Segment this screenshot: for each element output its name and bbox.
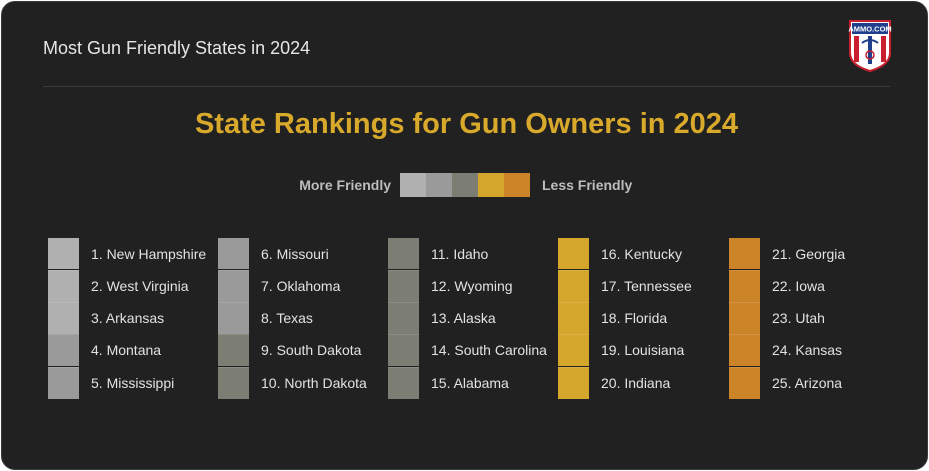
rank-label-24: 24. Kansas — [772, 342, 843, 358]
legend-swatch-1 — [400, 173, 426, 197]
legend-swatch-2 — [426, 173, 452, 197]
page-title: Most Gun Friendly States in 2024 — [43, 38, 311, 58]
legend-swatch-4 — [478, 173, 504, 197]
rank-swatch-24 — [729, 334, 760, 366]
rank-label-1: 1. New Hampshire — [91, 246, 207, 262]
rank-swatch-10 — [218, 367, 249, 399]
rank-label-7: 7. Oklahoma — [261, 278, 341, 294]
rank-label-8: 8. Texas — [261, 310, 313, 326]
rank-label-14: 14. South Carolina — [431, 342, 547, 358]
rank-label-10: 10. North Dakota — [261, 375, 367, 391]
rank-swatch-13 — [388, 302, 419, 334]
rank-swatch-5 — [48, 367, 79, 399]
rank-swatch-1 — [48, 238, 79, 269]
rank-label-25: 25. Arizona — [772, 375, 843, 391]
rank-label-11: 11. Idaho — [431, 246, 489, 262]
logo-text: AMMO.COM — [848, 25, 891, 34]
rank-swatch-11 — [388, 238, 419, 269]
rank-swatch-4 — [48, 334, 79, 366]
rank-label-18: 18. Florida — [601, 310, 668, 326]
rank-label-22: 22. Iowa — [772, 278, 825, 294]
header-divider — [43, 86, 890, 87]
rank-label-3: 3. Arkansas — [91, 310, 165, 326]
rank-label-20: 20. Indiana — [601, 375, 671, 391]
rank-swatch-23 — [729, 302, 760, 334]
legend-more-friendly: More Friendly — [299, 177, 391, 193]
rank-swatch-14 — [388, 334, 419, 366]
rank-label-12: 12. Wyoming — [431, 278, 513, 294]
rank-label-2: 2. West Virginia — [91, 278, 189, 294]
rank-swatch-6 — [218, 238, 249, 269]
rank-swatch-16 — [558, 238, 589, 269]
rank-label-4: 4. Montana — [91, 342, 162, 358]
legend-swatch-3 — [452, 173, 478, 197]
legend-less-friendly: Less Friendly — [542, 177, 633, 193]
rank-label-9: 9. South Dakota — [261, 342, 362, 358]
rank-swatch-7 — [218, 270, 249, 302]
rank-swatch-15 — [388, 367, 419, 399]
rank-swatch-19 — [558, 334, 589, 366]
rank-swatch-12 — [388, 270, 419, 302]
rank-swatch-3 — [48, 302, 79, 334]
rank-label-13: 13. Alaska — [431, 310, 496, 326]
rank-label-6: 6. Missouri — [261, 246, 329, 262]
legend-swatch-5 — [504, 173, 530, 197]
rank-swatch-21 — [729, 238, 760, 269]
rank-label-16: 16. Kentucky — [601, 246, 682, 262]
rank-label-19: 19. Louisiana — [601, 342, 685, 358]
rank-swatch-20 — [558, 367, 589, 399]
rank-label-5: 5. Mississippi — [91, 375, 175, 391]
rank-swatch-22 — [729, 270, 760, 302]
rank-swatch-17 — [558, 270, 589, 302]
rank-label-15: 15. Alabama — [431, 375, 509, 391]
rank-label-21: 21. Georgia — [772, 246, 846, 262]
rank-swatch-2 — [48, 270, 79, 302]
rank-label-23: 23. Utah — [772, 310, 825, 326]
rank-swatch-9 — [218, 334, 249, 366]
rank-swatch-8 — [218, 302, 249, 334]
rank-swatch-25 — [729, 367, 760, 399]
rank-label-17: 17. Tennessee — [601, 278, 692, 294]
chart-title: State Rankings for Gun Owners in 2024 — [194, 108, 739, 140]
rank-swatch-18 — [558, 302, 589, 334]
ammo-logo-icon: AMMO.COM — [848, 20, 892, 73]
legend: More Friendly Less Friendly — [2, 173, 929, 197]
